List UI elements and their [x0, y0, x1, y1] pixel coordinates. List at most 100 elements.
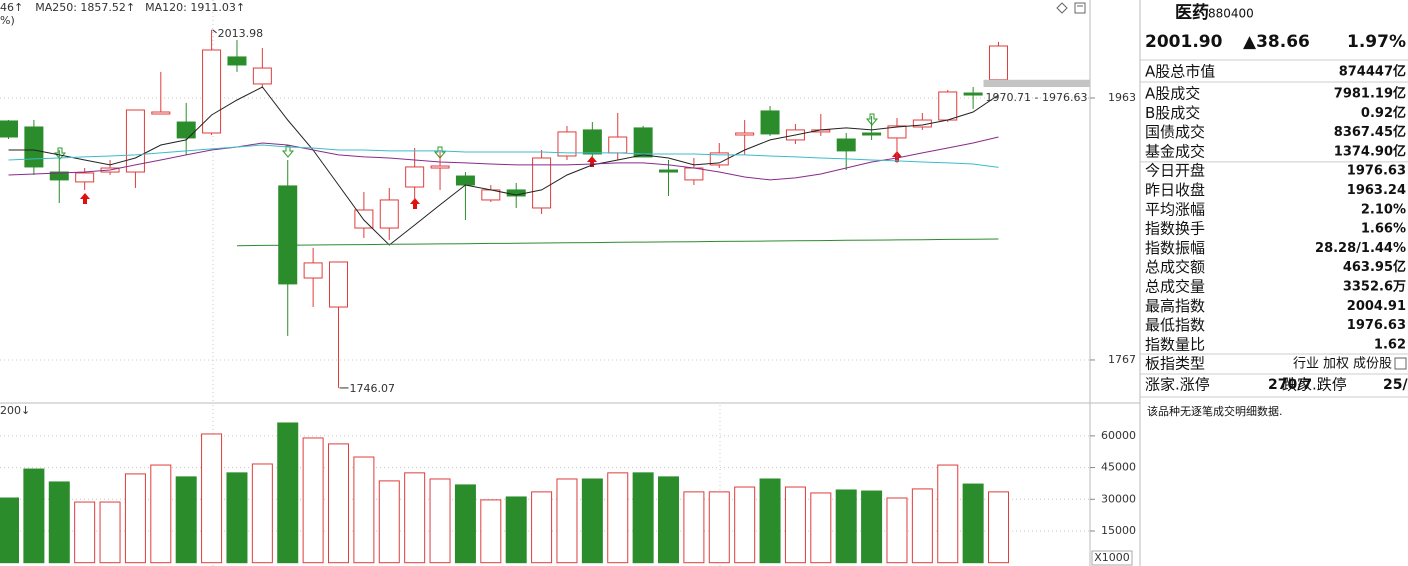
candle-body [455, 175, 475, 186]
volume-bar [505, 496, 527, 564]
breadth-down-value: 25/0 [1383, 377, 1408, 393]
candle-body [659, 169, 679, 173]
row-value: 463.95亿 [1343, 259, 1406, 275]
volume-bar [150, 464, 172, 564]
ma-line [236, 238, 999, 247]
sector-option[interactable]: 成份股 [1353, 357, 1392, 372]
candle-body [303, 262, 323, 279]
row-value: 8367.45亿 [1334, 124, 1406, 140]
volume-bar [353, 456, 375, 564]
candle-body [582, 129, 602, 155]
buy-arrow [410, 198, 420, 209]
candle-body [252, 67, 272, 85]
sector-icon[interactable] [1394, 357, 1407, 370]
row-value: 7981.19亿 [1334, 86, 1406, 102]
candle-body [75, 172, 95, 183]
volume-bar [454, 484, 476, 564]
candle-body [379, 199, 399, 229]
row-value: 1.66% [1361, 222, 1406, 237]
gap-band [983, 79, 1090, 88]
icon-diamond[interactable] [1056, 2, 1068, 14]
low-label: 1746.07 [350, 382, 396, 395]
volume-bar [683, 491, 705, 564]
row-label: 基金成交 [1145, 142, 1205, 160]
volume-bar [480, 499, 502, 564]
candle-body [684, 167, 704, 181]
row-value: 28.28/1.44% [1315, 241, 1406, 256]
volume-bar [23, 468, 45, 564]
unit-label: X1000 [1094, 551, 1130, 564]
candle-body [24, 126, 44, 168]
volume-bar [302, 437, 324, 564]
row-label: 指数振幅 [1145, 239, 1205, 257]
panel-title: 医药 [1175, 2, 1209, 23]
volume-bar [581, 478, 603, 564]
volume-bar [759, 478, 781, 564]
volume-bar [277, 422, 299, 564]
legend-entry: MA120: 1911.03↑ [145, 1, 245, 14]
buy-arrow [587, 156, 597, 167]
breadth-up-label: 涨家.涨停 [1145, 376, 1210, 394]
volume-bar [784, 486, 806, 564]
candle-body [735, 132, 755, 136]
volume-bar [861, 490, 883, 564]
row-value: 1976.63 [1347, 318, 1406, 333]
note: 该品种无逐笔成交明细数据. [1147, 404, 1283, 418]
volume-bar [988, 491, 1010, 564]
gap-label: 1970.71 - 1976.63 [986, 91, 1088, 104]
change: ▲38.66 [1243, 32, 1310, 52]
candle-body [151, 111, 171, 115]
candle-body [176, 121, 196, 139]
breadth-down-label: 跌家.跌停 [1282, 376, 1347, 394]
row-label: 最低指数 [1145, 316, 1205, 334]
candle-body [760, 110, 780, 135]
candle-body [278, 185, 298, 285]
row-value: 1976.63 [1347, 164, 1406, 179]
candle-body [0, 120, 18, 138]
y-tick-label: 1963 [1108, 91, 1136, 104]
volume-bar [226, 472, 248, 564]
y-tick-label: 45000 [1101, 461, 1136, 474]
candle-body [405, 166, 425, 188]
candle-body [329, 261, 349, 308]
icon-window[interactable] [1074, 2, 1086, 14]
candle-body [430, 165, 450, 169]
legend-entry: MA250: 1857.52↑ [35, 1, 135, 14]
price: 2001.90 [1145, 32, 1223, 52]
subheader: %) [0, 14, 15, 27]
y-tick-label: 15000 [1101, 524, 1136, 537]
candle-body [963, 92, 983, 96]
row-label: 今日开盘 [1145, 162, 1205, 180]
change-pct: 1.97% [1347, 32, 1406, 52]
sell-arrow [281, 145, 295, 158]
volume-bar [429, 478, 451, 564]
row-value: 1.62 [1374, 337, 1406, 352]
row-value: 1963.24 [1347, 183, 1406, 198]
row-label: 国债成交 [1145, 123, 1205, 141]
row-label: 平均涨幅 [1145, 200, 1205, 218]
volume-bar [734, 486, 756, 564]
buy-arrow [80, 193, 90, 204]
annotation-pointer [212, 29, 217, 34]
row-value: 2.10% [1361, 202, 1406, 217]
breadth-up-value: 270/7 [1268, 377, 1312, 393]
candle-body [532, 157, 552, 209]
volume-bar [658, 476, 680, 564]
volume-bar [0, 497, 19, 564]
row-label: 昨日收盘 [1145, 181, 1205, 199]
candle-body [557, 131, 577, 157]
candle-body [862, 132, 882, 136]
sell-arrow [865, 113, 879, 126]
sector-option[interactable]: 加权 [1323, 356, 1349, 372]
candle-body [49, 171, 69, 181]
sector-option[interactable]: 行业 [1293, 357, 1319, 372]
row-value: 0.92亿 [1361, 105, 1406, 121]
row-label: 最高指数 [1145, 297, 1205, 315]
volume-bar [74, 501, 96, 564]
row-label: 指数量比 [1145, 335, 1205, 353]
row-value: 1374.90亿 [1334, 143, 1406, 159]
volume-bar [937, 464, 959, 564]
row-value: 3352.6万 [1343, 280, 1406, 295]
